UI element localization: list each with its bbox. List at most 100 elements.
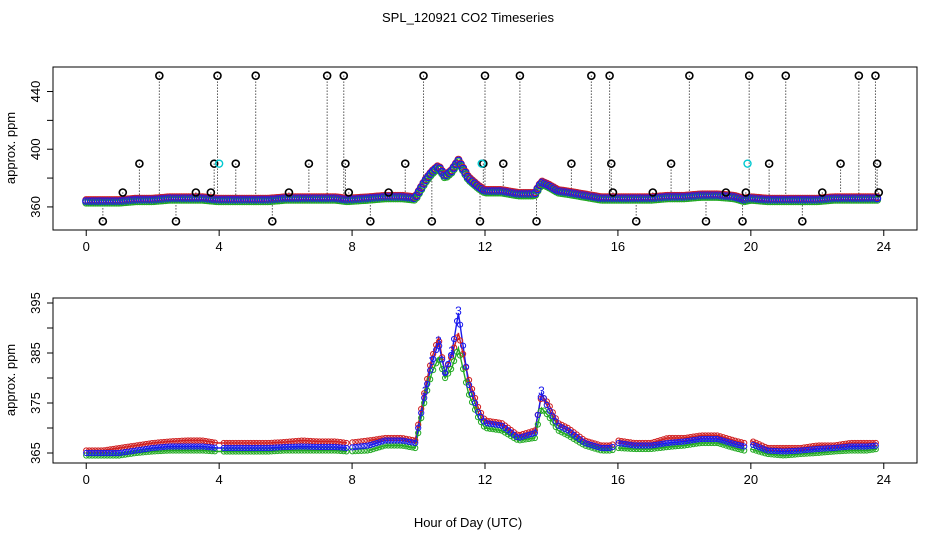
bottom-point-green <box>211 448 218 455</box>
bottom-point-blue <box>355 443 362 450</box>
bottom-point-blue <box>232 444 239 452</box>
bottom-point-green <box>636 445 643 453</box>
top-outlier-point <box>206 188 216 197</box>
bottom-point-blue <box>806 446 814 453</box>
bottom-point-label: 3 <box>538 384 545 398</box>
bottom-point-green <box>190 447 197 454</box>
bottom-point-blue <box>759 445 766 452</box>
top-point-blue <box>872 194 882 203</box>
bottom-point-green <box>169 447 177 454</box>
bottom-point-blue <box>824 445 832 452</box>
bottom-point-green <box>259 448 266 455</box>
bottom-point-red <box>304 437 311 444</box>
top-outlier-point <box>339 71 349 80</box>
bottom-point-blue <box>660 440 667 447</box>
bottom-point-green <box>313 447 320 454</box>
bottom-point-green <box>199 447 206 454</box>
bottom-point-blue <box>513 433 521 441</box>
bottom-point-green <box>788 451 796 458</box>
bottom-point-blue <box>833 444 841 451</box>
bottom-point-green <box>741 447 748 454</box>
top-y-axis-label: approx. ppm <box>3 112 18 184</box>
bottom-point-green <box>648 445 655 453</box>
bottom-point-red <box>705 432 712 439</box>
bottom-point-blue <box>735 441 742 449</box>
bottom-point-green <box>450 357 458 365</box>
bottom-point-blue <box>642 442 649 449</box>
bottom-point-blue <box>259 444 266 452</box>
bottom-point-blue <box>196 443 203 450</box>
bottom-point-green <box>349 448 356 455</box>
bottom-point-blue <box>720 437 727 444</box>
top-x-tick-label: 0 <box>83 239 90 254</box>
bottom-point-red <box>196 437 203 444</box>
bottom-point-green <box>851 447 858 454</box>
bottom-point-blue <box>624 441 631 448</box>
top-outlier-point <box>366 217 375 226</box>
bottom-point-blue <box>762 446 769 453</box>
bottom-x-tick-label: 16 <box>611 472 625 487</box>
bottom-point-blue <box>148 445 156 452</box>
bottom-point-green <box>854 447 861 454</box>
top-outlier-point <box>191 188 201 197</box>
bottom-point-blue <box>771 447 778 454</box>
bottom-point-red <box>418 405 425 413</box>
bottom-point-green <box>238 448 245 455</box>
bottom-point-red <box>436 338 443 345</box>
bottom-point-blue <box>119 449 126 456</box>
bottom-point-blue <box>370 441 377 448</box>
bottom-point-green <box>223 448 230 455</box>
bottom-point-blue <box>442 369 449 377</box>
bottom-point-blue <box>334 444 341 451</box>
bottom-point-blue <box>519 433 526 440</box>
bottom-x-tick-label: 20 <box>744 472 758 487</box>
bottom-point-blue <box>836 444 844 451</box>
bottom-point-red <box>113 445 120 452</box>
bottom-point-blue <box>283 443 290 451</box>
bottom-point-red <box>857 439 864 447</box>
bottom-x-tick-label: 8 <box>348 472 355 487</box>
top-point-blue <box>412 191 421 201</box>
top-outlier-point <box>836 159 845 168</box>
bottom-point-green <box>818 449 826 456</box>
bottom-point-red <box>298 437 305 444</box>
bottom-point-blue <box>609 443 616 451</box>
top-outlier-point <box>118 188 128 197</box>
bottom-point-blue <box>839 444 846 451</box>
bottom-point-red <box>851 439 858 447</box>
bottom-point-green <box>196 447 203 454</box>
bottom-point-green <box>316 447 323 454</box>
bottom-point-blue <box>313 443 320 451</box>
bottom-point-blue <box>388 437 395 444</box>
bottom-point-blue <box>382 437 389 444</box>
bottom-point-green <box>579 441 586 448</box>
top-outlier-point <box>567 159 576 168</box>
top-outlier-point <box>781 71 791 80</box>
bottom-point-blue <box>723 438 730 445</box>
bottom-point-blue <box>385 437 392 444</box>
bottom-point-label: 3 <box>428 354 435 368</box>
bottom-point-blue <box>274 444 281 451</box>
bottom-point-green <box>319 447 326 454</box>
bottom-point-green <box>310 447 317 454</box>
bottom-point-red <box>546 403 553 410</box>
top-x-tick-label: 16 <box>611 239 625 254</box>
bottom-point-green <box>301 447 308 454</box>
bottom-point-blue <box>827 445 835 452</box>
bottom-point-blue <box>101 449 108 457</box>
bottom-point-blue <box>400 437 407 444</box>
bottom-point-label: 3 <box>422 384 429 398</box>
top-outlier-point <box>213 71 222 80</box>
bottom-point-blue <box>788 447 796 455</box>
bottom-point-blue <box>208 444 215 451</box>
bottom-point-blue <box>591 442 598 450</box>
bottom-point-blue <box>110 449 117 457</box>
bottom-point-blue <box>729 440 736 447</box>
bottom-point-blue <box>684 437 691 445</box>
bottom-point-blue <box>666 439 673 446</box>
bottom-point-blue <box>543 401 550 409</box>
bottom-point-blue <box>220 444 227 452</box>
bottom-point-blue <box>433 346 440 354</box>
